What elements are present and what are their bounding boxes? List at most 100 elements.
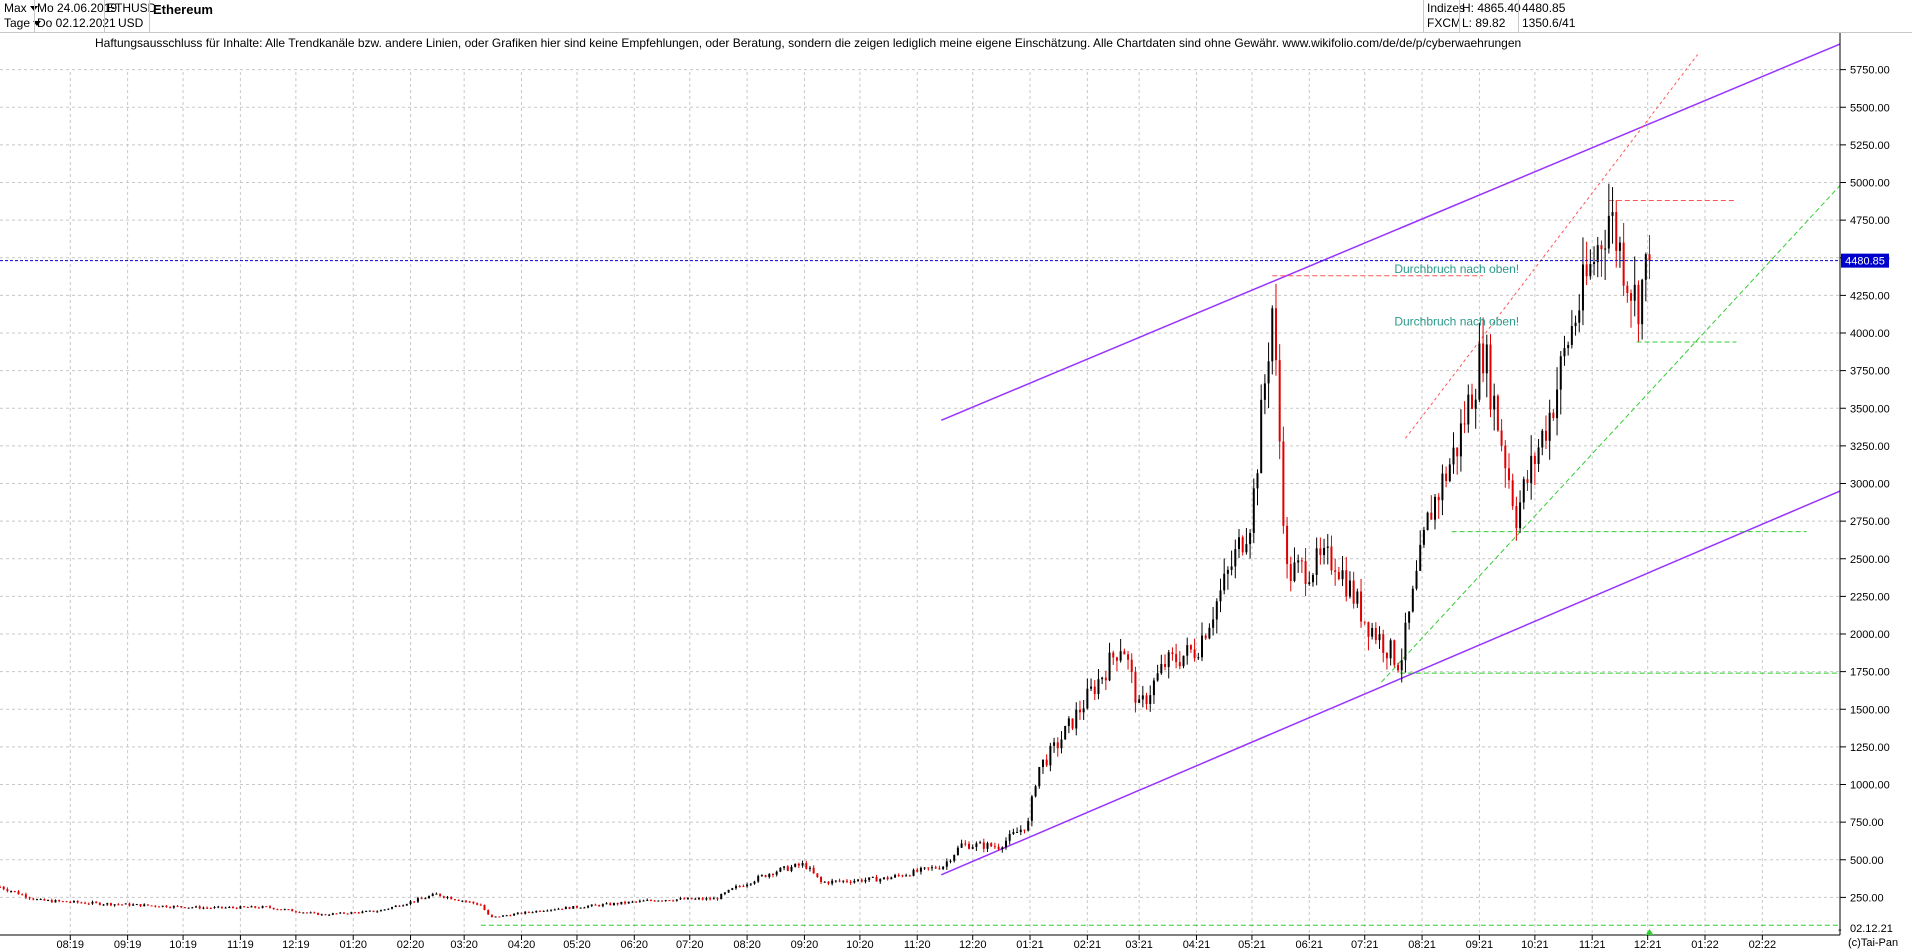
candle-body	[1411, 588, 1414, 612]
currency: USD	[118, 16, 144, 30]
candle-body	[849, 881, 852, 883]
candle-body	[1023, 829, 1026, 831]
candle-body	[668, 900, 671, 902]
candle-body	[1600, 245, 1603, 250]
annotation-label: Durchbruch nach oben!	[1394, 262, 1519, 276]
trendline-support	[1381, 185, 1841, 683]
candle-body	[1197, 657, 1200, 659]
x-tick-label: 10:19	[169, 939, 197, 951]
candle-body	[524, 911, 527, 914]
candle-body	[1186, 645, 1189, 656]
candle-body	[661, 900, 664, 902]
y-tick-label: 2500.00	[1850, 554, 1890, 566]
candle-body	[1041, 759, 1044, 768]
candle-body	[805, 863, 808, 869]
x-tick-label: 12:19	[282, 939, 310, 951]
candle-body	[1515, 506, 1518, 529]
candle-body	[265, 906, 268, 908]
candle-body	[1556, 389, 1559, 419]
candle-body	[1448, 464, 1451, 481]
candle-body	[1001, 847, 1004, 850]
candle-body	[220, 906, 223, 908]
candle-body	[1237, 537, 1240, 550]
candle-body	[1115, 657, 1118, 661]
current-price-label: 4480.85	[1845, 256, 1885, 268]
candle-body	[986, 843, 989, 849]
candle-body	[1345, 570, 1348, 597]
candle-body	[1589, 264, 1592, 277]
candle-body	[87, 903, 90, 905]
candle-body	[1060, 739, 1063, 749]
candle-body	[993, 846, 996, 848]
candle-body	[328, 914, 331, 916]
candle-body	[1393, 640, 1396, 665]
candle-body	[860, 879, 863, 882]
candle-body	[487, 910, 490, 915]
date-from: Mo 24.06.2019	[37, 1, 118, 15]
candle-body	[568, 907, 571, 909]
candle-body	[1297, 560, 1300, 563]
y-tick-label: 1750.00	[1850, 667, 1890, 679]
candle-body	[84, 902, 87, 904]
y-tick-label: 3000.00	[1850, 479, 1890, 491]
candle-body	[546, 910, 549, 912]
candle-body	[827, 881, 830, 884]
candle-body	[465, 900, 468, 902]
candle-body	[1175, 654, 1178, 663]
candles	[0, 183, 1651, 918]
candle-body	[1193, 649, 1196, 659]
period-select[interactable]: Tage	[4, 16, 42, 30]
candle-body	[1397, 664, 1400, 671]
candle-body	[472, 901, 475, 904]
candle-body	[1548, 412, 1551, 441]
candle-body	[579, 907, 582, 909]
candle-body	[912, 869, 915, 876]
candle-body	[1360, 591, 1363, 622]
candle-body	[686, 897, 689, 900]
candle-body	[1330, 546, 1333, 571]
candle-body	[1404, 622, 1407, 661]
candle-body	[428, 896, 431, 899]
candle-body	[302, 912, 305, 914]
candle-body	[1507, 468, 1510, 481]
candle-body	[1441, 473, 1444, 501]
y-tick-label: 2000.00	[1850, 629, 1890, 641]
candle-body	[1278, 360, 1281, 442]
candle-body	[635, 901, 638, 903]
candle-body	[1289, 564, 1292, 581]
candle-body	[1086, 688, 1089, 709]
candle-body	[1445, 473, 1448, 481]
candle-body	[672, 900, 675, 902]
candle-body	[287, 909, 290, 911]
candle-body	[901, 875, 904, 877]
candle-body	[331, 913, 334, 915]
x-tick-label: 10:21	[1521, 939, 1549, 951]
x-tick-label: 01:22	[1691, 939, 1719, 951]
current-price-marker: 4480.85	[0, 253, 1889, 268]
candle-body	[379, 910, 382, 912]
candle-body	[746, 884, 749, 887]
candle-body	[720, 894, 723, 900]
candle-body	[376, 911, 379, 913]
candle-body	[354, 912, 357, 914]
candle-body	[727, 889, 730, 893]
candle-body	[1090, 686, 1093, 689]
header-bar: Max Tage Mo 24.06.2019 Do 02.12.2021 ETH…	[0, 0, 1912, 33]
x-tick-label: 03:20	[450, 939, 478, 951]
candle-body	[191, 907, 194, 909]
candle-body	[1356, 591, 1359, 604]
candle-body	[823, 881, 826, 883]
candle-body	[450, 896, 453, 900]
y-tick-label: 5750.00	[1850, 65, 1890, 77]
candle-body	[217, 906, 220, 908]
candle-body	[0, 886, 1, 888]
range-select[interactable]: Max	[4, 1, 38, 15]
candle-body	[1167, 652, 1170, 667]
candle-body	[1271, 308, 1274, 362]
x-tick-label: 07:20	[676, 939, 704, 951]
candle-body	[1293, 562, 1296, 581]
x-tick-label: 06:20	[621, 939, 649, 951]
candle-body	[794, 863, 797, 867]
